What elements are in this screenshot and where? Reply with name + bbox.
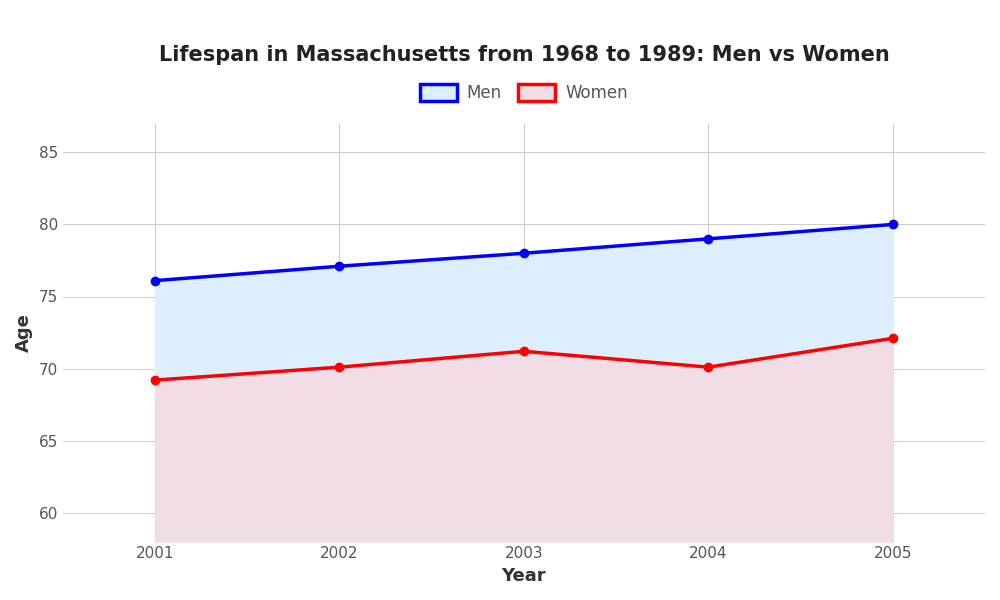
Legend: Men, Women: Men, Women xyxy=(413,77,634,109)
Y-axis label: Age: Age xyxy=(15,313,33,352)
Title: Lifespan in Massachusetts from 1968 to 1989: Men vs Women: Lifespan in Massachusetts from 1968 to 1… xyxy=(159,45,889,65)
X-axis label: Year: Year xyxy=(502,567,546,585)
